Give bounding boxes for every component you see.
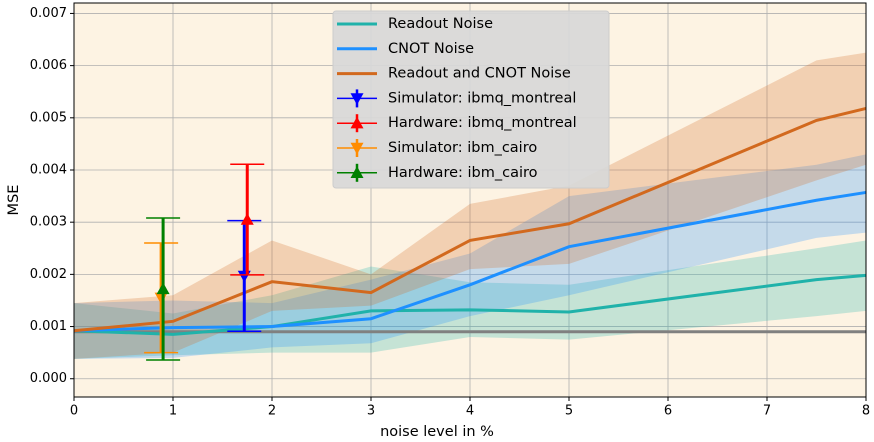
x-tick-label: 5 [565,404,573,419]
y-tick-label: 0.007 [30,6,67,21]
y-tick-label: 0.004 [30,162,67,177]
band [74,154,866,359]
line [73,190,867,333]
legend-label: Readout and CNOT Noise [388,66,571,82]
legend-box [332,10,610,189]
x-tick-label: 7 [763,404,771,419]
y-tick-label: 0.002 [30,267,67,282]
legend-label: Hardware: ibmq_montreal [388,115,577,131]
y-axis-label: MSE [6,185,22,216]
x-tick-label: 8 [862,404,870,419]
line [73,106,867,333]
y-tick-label: 0.005 [30,110,67,125]
legend-label: Readout Noise [388,16,493,32]
plot-frame [73,2,867,398]
x-tick-label: 3 [367,404,375,419]
legend-marker [350,116,364,129]
x-tick-label: 2 [268,404,276,419]
x-axis-label: noise level in % [380,424,494,440]
legend-label: CNOT Noise [388,41,474,57]
line [73,273,867,336]
legend-marker [350,93,364,105]
y-tick-label: 0.006 [30,58,67,73]
x-tick-label: 4 [466,404,474,419]
x-tick-label: 1 [169,404,177,419]
legend-label: Simulator: ibmq_montreal [388,90,576,106]
legend-marker [350,166,364,178]
legend: Readout Noise CNOT Noise Readout and CNOT … [332,10,610,189]
legend-label: Hardware: ibm_cairo [388,165,538,181]
y-tick-label: 0.003 [30,215,67,230]
x-tick-label: 6 [664,404,672,419]
x-tick-label: 0 [70,404,78,419]
legend-marker [350,142,364,155]
band [74,240,866,359]
marker [240,213,254,225]
y-tick-label: 0.000 [30,371,67,386]
marker [156,282,170,295]
y-tick-label: 0.001 [30,319,67,334]
legend-label: Simulator: ibm_cairo [388,140,537,156]
